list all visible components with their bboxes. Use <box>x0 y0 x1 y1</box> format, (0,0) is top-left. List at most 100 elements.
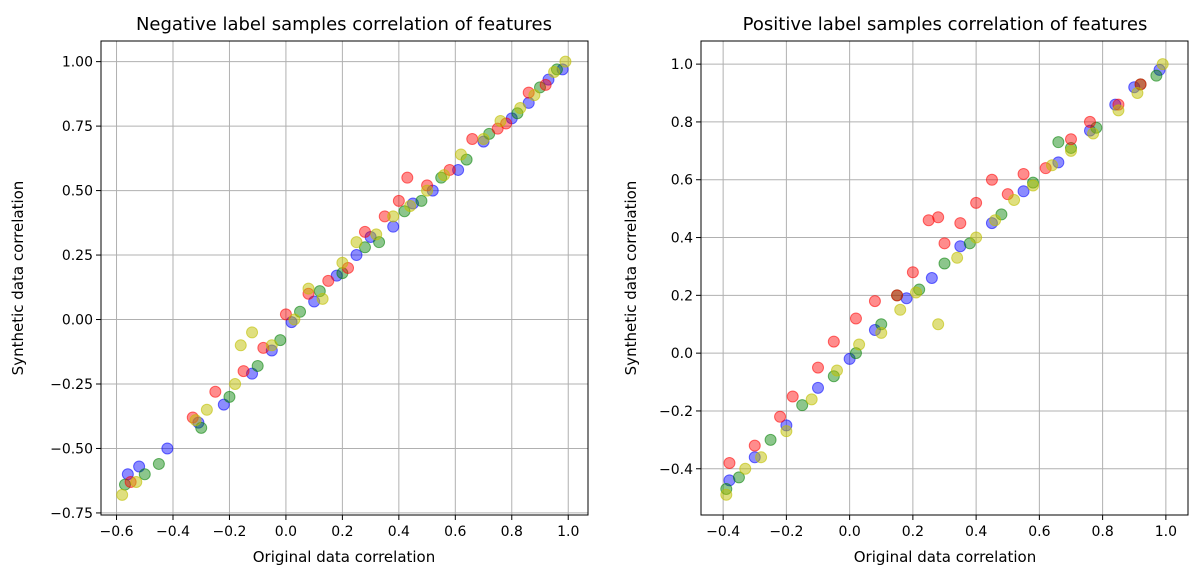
data-point <box>370 228 383 241</box>
data-point <box>1052 136 1065 149</box>
data-point <box>415 194 428 207</box>
y-tick-label: 0.6 <box>671 173 693 189</box>
y-tick-label: 1.00 <box>62 55 93 71</box>
x-ticks: −0.6 −0.4 −0.2 0.0 0.2 0.4 0.6 0.8 1.0 <box>100 515 579 540</box>
data-point <box>358 225 371 238</box>
data-point <box>265 339 278 352</box>
data-point <box>387 220 400 233</box>
data-point <box>209 385 222 398</box>
data-point <box>336 256 349 269</box>
data-point <box>116 488 129 501</box>
data-point <box>387 210 400 223</box>
data-point <box>954 217 967 230</box>
x-tick-label: −0.4 <box>706 524 740 540</box>
chart-positive: Positive label samples correlation of fe… <box>622 14 1189 566</box>
x-tick-label: 1.0 <box>1155 524 1177 540</box>
data-point <box>1017 185 1030 198</box>
data-point <box>466 132 479 145</box>
data-point <box>438 169 451 182</box>
data-point <box>932 211 945 224</box>
data-point <box>985 173 998 186</box>
data-point <box>229 377 242 390</box>
data-point <box>1008 193 1021 206</box>
x-tick-label: −0.2 <box>212 524 246 540</box>
data-point <box>246 326 259 339</box>
data-point <box>288 313 301 326</box>
data-point <box>853 338 866 351</box>
data-point <box>237 365 250 378</box>
data-point <box>401 171 414 184</box>
data-point <box>1131 87 1144 100</box>
y-ticks: −0.4 −0.2 0.0 0.2 0.4 0.6 0.8 1.0 <box>659 57 701 478</box>
data-point <box>780 425 793 438</box>
data-point <box>404 200 417 213</box>
x-tick-label: 0.8 <box>501 524 523 540</box>
data-point <box>528 89 541 102</box>
data-point <box>748 439 761 452</box>
y-tick-label: 0.8 <box>671 115 693 131</box>
data-point <box>152 457 165 470</box>
y-tick-label: 0.50 <box>62 184 93 200</box>
y-tick-label: 0.75 <box>62 119 93 135</box>
data-point <box>392 194 405 207</box>
data-point <box>130 475 143 488</box>
data-point <box>970 196 983 209</box>
data-points <box>116 55 572 501</box>
x-tick-label: 0.0 <box>838 524 860 540</box>
data-point <box>805 393 818 406</box>
x-axis-label: Original data correlation <box>854 548 1037 566</box>
data-point <box>900 292 913 305</box>
x-tick-label: 0.4 <box>965 524 987 540</box>
data-point <box>1017 167 1030 180</box>
x-tick-label: −0.2 <box>769 524 803 540</box>
chart-title: Negative label samples correlation of fe… <box>136 14 552 35</box>
chart-negative: Negative label samples correlation of fe… <box>9 14 589 566</box>
y-tick-label: −0.75 <box>50 506 93 522</box>
plot-frame <box>100 40 589 516</box>
y-tick-label: −0.50 <box>50 441 93 457</box>
x-tick-label: 0.6 <box>1028 524 1050 540</box>
data-point <box>189 414 202 427</box>
data-point <box>774 410 787 423</box>
data-point <box>1064 133 1077 146</box>
data-point <box>875 326 888 339</box>
y-tick-label: 0.4 <box>671 231 693 247</box>
data-point <box>1027 179 1040 192</box>
x-tick-label: 0.2 <box>902 524 924 540</box>
data-point <box>1112 104 1125 117</box>
data-point <box>954 240 967 253</box>
data-point <box>827 335 840 348</box>
y-axis-label: Synthetic data correlation <box>622 181 640 376</box>
data-point <box>161 442 174 455</box>
x-axis-label: Original data correlation <box>253 548 436 566</box>
y-tick-label: −0.2 <box>659 404 693 420</box>
data-point <box>559 55 572 68</box>
data-point <box>922 214 935 227</box>
data-point <box>938 237 951 250</box>
data-point <box>234 339 247 352</box>
x-ticks: −0.4 −0.2 0.0 0.2 0.4 0.6 0.8 1.0 <box>706 515 1177 540</box>
x-tick-label: 0.4 <box>388 524 410 540</box>
data-point <box>830 364 843 377</box>
y-tick-label: −0.25 <box>50 377 93 393</box>
data-point <box>452 163 465 176</box>
data-point <box>200 403 213 416</box>
data-point <box>796 399 809 412</box>
data-point <box>894 303 907 316</box>
data-point <box>720 488 733 501</box>
data-point <box>421 184 434 197</box>
data-point <box>223 390 236 403</box>
data-points <box>720 58 1169 501</box>
y-ticks: −0.75 −0.50 −0.25 0.00 0.25 0.50 0.75 1.00 <box>50 55 101 522</box>
y-tick-label: 0.0 <box>671 346 693 362</box>
data-point <box>514 102 527 115</box>
data-point <box>755 451 768 464</box>
x-tick-label: 0.8 <box>1091 524 1113 540</box>
data-point <box>891 289 904 302</box>
data-point <box>494 114 507 127</box>
y-tick-label: 0.25 <box>62 248 93 264</box>
data-point <box>454 148 467 161</box>
data-point <box>138 468 151 481</box>
data-point <box>548 65 561 78</box>
data-point <box>764 433 777 446</box>
